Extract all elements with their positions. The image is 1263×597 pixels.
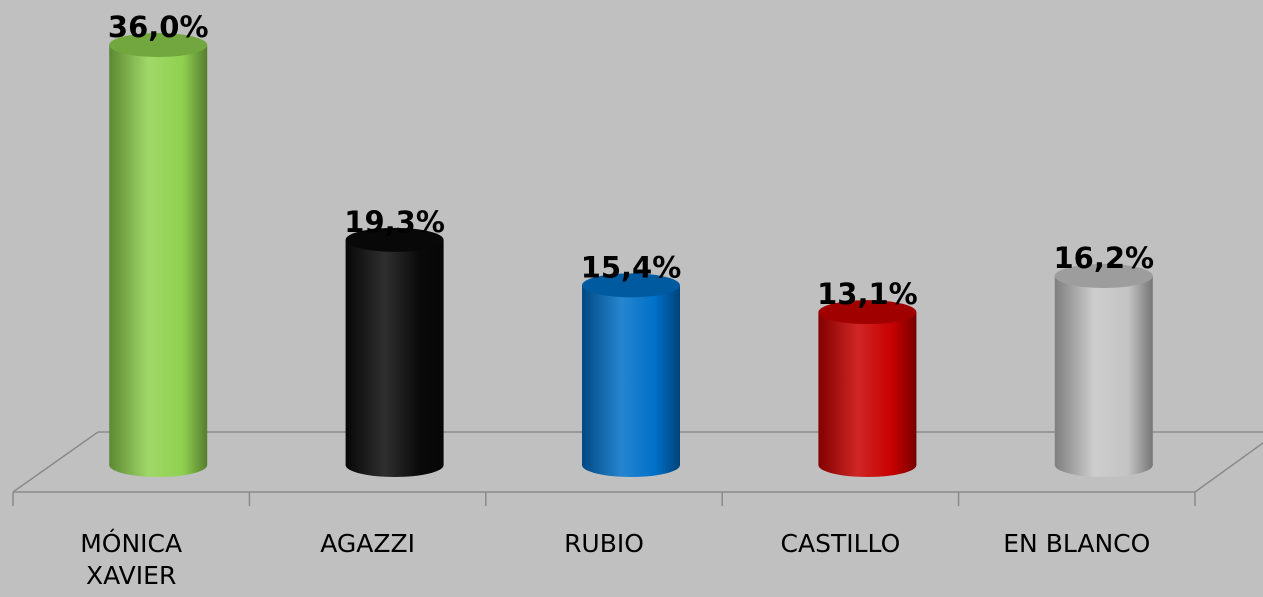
cylinder-body	[818, 312, 917, 465]
cylinder	[1054, 264, 1153, 477]
value-label: 13,1%	[817, 277, 918, 311]
value-label: 36,0%	[108, 10, 209, 44]
cylinder	[582, 273, 680, 477]
cylinder	[818, 300, 917, 477]
cylinder-top	[109, 33, 208, 57]
cylinder-top	[345, 227, 444, 252]
value-label: 15,4%	[581, 250, 682, 284]
cylinder-body	[1054, 276, 1153, 465]
floor-edge	[1194, 442, 1263, 493]
category-label: MÓNICA XAVIER	[80, 529, 183, 590]
cylinder	[109, 33, 208, 477]
cylinder-body	[345, 239, 444, 465]
cylinder-body	[109, 45, 208, 465]
cylinder-top	[818, 300, 917, 325]
cylinder-top	[582, 273, 680, 298]
cylinder-body	[582, 285, 680, 465]
floor-edge	[12, 431, 99, 493]
value-label: 19,3%	[344, 205, 445, 239]
category-label: RUBIO	[564, 529, 644, 558]
category-label: AGAZZI	[320, 529, 415, 558]
category-label: CASTILLO	[780, 529, 901, 558]
cylinder-top	[1054, 264, 1153, 288]
category-label: EN BLANCO	[1003, 529, 1151, 558]
cylinder	[345, 227, 444, 477]
value-label: 16,2%	[1053, 241, 1154, 275]
